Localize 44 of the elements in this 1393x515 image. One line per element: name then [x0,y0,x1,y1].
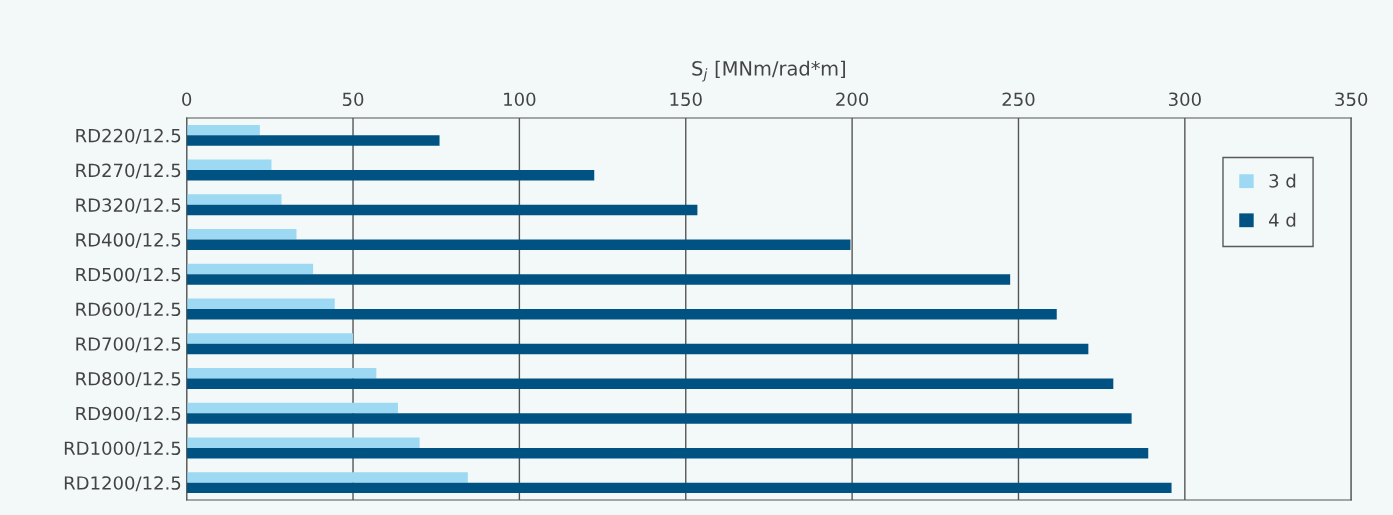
y-tick-label: RD270/12.5 [76,163,181,179]
x-tick-label: 50 [342,92,364,107]
y-tick-label: RD800/12.5 [76,371,181,388]
bar [186,159,272,171]
x-axis-title: S$_{j}$ [MNm/rad*m] [692,60,845,82]
bar [186,447,1149,459]
y-tick-label: RD700/12.5 [76,337,181,353]
bar [186,263,314,275]
bar [186,333,354,344]
bar [186,472,468,483]
x-tick-label: 100 [504,92,536,107]
x-tick-label: 250 [1002,92,1035,107]
bar [186,135,440,146]
bar [186,309,1057,320]
x-tick-label: 200 [836,92,869,107]
y-tick-label: RD500/12.5 [76,267,181,283]
bar [186,274,1011,285]
legend-label: 3 d [1269,173,1296,188]
bar [186,124,260,136]
bar [186,204,698,216]
x-tick-label: 350 [1335,92,1368,107]
bar [186,298,335,309]
bar [186,413,1132,424]
y-tick-label: RD220/12.5 [76,128,181,144]
legend-label: 4 d [1269,212,1296,227]
y-tick-label: RD600/12.5 [76,302,181,318]
y-tick-label: RD320/12.5 [76,198,181,214]
bar [186,239,851,250]
bar [186,368,377,379]
bar [186,437,420,448]
bar [186,482,1172,494]
y-tick-label: RD1200/12.5 [64,476,181,492]
bar [186,343,1089,355]
y-tick-label: RD900/12.5 [76,406,181,422]
y-tick-label: RD400/12.5 [76,232,181,249]
x-tick-label: 150 [670,92,702,107]
x-tick-label: 300 [1168,92,1201,107]
x-tick-label: 0 [182,92,192,107]
bar [186,170,595,181]
y-tick-label: RD1000/12.5 [64,441,181,457]
bar [186,194,282,205]
bar [186,378,1114,389]
bar [186,402,398,414]
bar [186,229,297,240]
